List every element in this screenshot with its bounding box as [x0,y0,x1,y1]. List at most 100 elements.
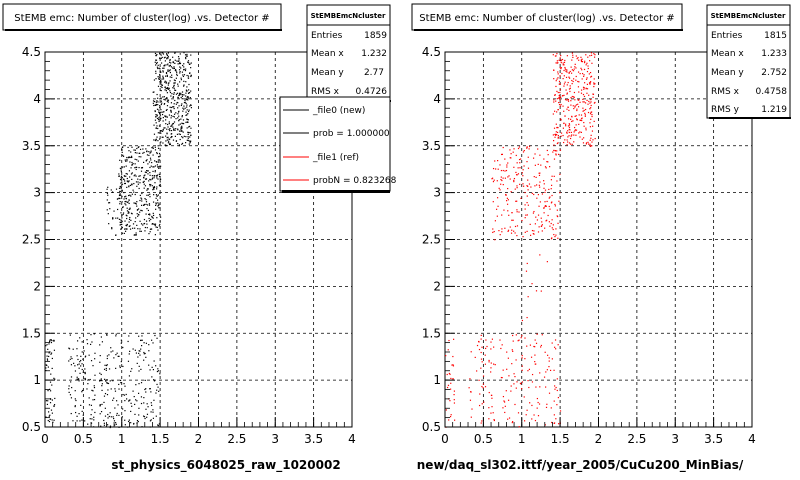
scatter-point [162,129,164,131]
scatter-point [590,54,593,56]
scatter-point [494,160,496,162]
scatter-point [165,144,167,146]
scatter-point [140,170,143,172]
scatter-point [502,169,504,172]
scatter-point [158,156,160,158]
scatter-point [158,67,160,69]
scatter-point [558,423,560,425]
scatter-point [173,93,175,95]
stats-box-right: StEMBEmcNcluster Entries 1815 Mean x 1.2… [706,4,791,119]
scatter-point [139,350,141,352]
scatter-point [544,424,546,426]
scatter-point [575,55,577,57]
scatter-point [583,87,585,89]
scatter-point [498,187,500,189]
scatter-point [144,174,146,176]
scatter-point [493,179,495,181]
scatter-point [46,355,48,357]
scatter-point [562,105,564,107]
scatter-point [167,70,169,72]
scatter-point [521,365,523,367]
scatter-point [147,173,149,175]
scatter-point [166,58,168,60]
scatter-point [526,185,528,187]
scatter-point [129,399,131,401]
scatter-point [592,139,594,141]
scatter-point [577,56,579,59]
scatter-point [493,346,495,348]
scatter-point [136,400,138,402]
scatter-point [539,386,541,388]
scatter-point [590,137,592,139]
scatter-point [190,54,192,56]
scatter-point [141,210,143,212]
scatter-point [183,85,185,87]
scatter-point [92,399,94,401]
scatter-point [181,116,183,118]
scatter-point [581,58,583,60]
scatter-point [169,69,171,71]
scatter-point [587,56,589,58]
scatter-point [579,72,581,75]
scatter-point [135,384,137,386]
scatter-point [70,376,73,378]
scatter-point [139,175,141,177]
scatter-point [152,409,154,411]
scatter-point [166,64,168,66]
scatter-point [166,87,169,90]
scatter-point [173,113,176,115]
scatter-point [120,177,122,179]
scatter-point [513,179,515,182]
scatter-point [154,160,156,162]
scatter-point [555,62,557,64]
scatter-point [155,208,157,210]
scatter-point [148,213,150,216]
scatter-point [447,349,449,351]
scatter-point [128,208,130,211]
scatter-point [550,188,552,190]
scatter-point [496,180,498,182]
scatter-point [157,425,159,427]
scatter-point [531,283,533,285]
scatter-point [128,335,130,337]
scatter-point [135,234,137,236]
scatter-point [134,174,136,176]
scatter-point [471,408,473,410]
scatter-point [584,112,586,114]
scatter-point [87,379,90,381]
scatter-point [178,105,180,107]
scatter-point [99,344,101,346]
scatter-point [157,424,159,426]
scatter-point [49,339,51,341]
scatter-point [528,386,530,389]
scatter-point [515,171,517,174]
scatter-point [99,380,101,382]
scatter-point [589,108,591,110]
scatter-point [180,79,183,81]
scatter-point [523,165,525,167]
scatter-point [569,90,571,93]
scatter-point [558,59,560,61]
scatter-point [173,85,175,87]
scatter-point [134,152,136,154]
scatter-point [147,170,149,172]
scatter-point [521,381,524,383]
scatter-point [82,371,84,373]
scatter-point [178,110,180,112]
scatter-point [166,54,168,56]
scatter-point [143,187,145,189]
scatter-point [581,60,583,63]
scatter-point [84,356,86,358]
panel-right: StEMB emc: Number of cluster(log) .vs. D… [411,3,791,473]
scatter-point [566,131,568,133]
scatter-point [518,339,520,341]
scatter-point [555,131,557,133]
scatter-point [518,211,520,213]
scatter-point [121,181,123,183]
scatter-point [54,378,56,380]
scatter-point [152,369,155,371]
scatter-point [510,385,512,387]
scatter-point [130,195,132,197]
scatter-point [170,135,173,138]
scatter-point [154,165,157,167]
